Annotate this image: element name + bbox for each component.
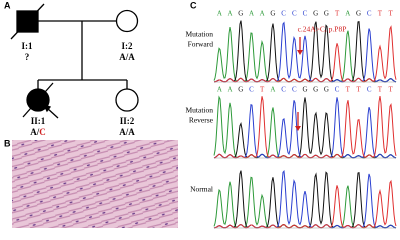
trace-label: Forward <box>188 40 214 49</box>
panel-label: C <box>190 0 197 10</box>
base-call: A <box>217 10 222 18</box>
genotype: ? <box>25 52 30 62</box>
individual-id: II:1 <box>31 116 46 126</box>
base-call: T <box>378 10 383 18</box>
base-call: T <box>335 10 340 18</box>
trace-label: Mutation <box>186 30 214 39</box>
base-call: C <box>335 86 340 94</box>
base-call: T <box>260 86 265 94</box>
individual-id: I:2 <box>122 41 133 51</box>
base-call: G <box>238 10 243 18</box>
genotype: A/A <box>119 52 135 62</box>
base-call: T <box>346 86 351 94</box>
base-call: G <box>356 10 361 18</box>
base-call: C <box>249 86 254 94</box>
base-call: G <box>238 86 243 94</box>
panel-label: B <box>4 138 11 148</box>
pedigree <box>10 3 139 119</box>
base-call: C <box>303 10 308 18</box>
base-call: A <box>249 10 254 18</box>
base-call: C <box>367 10 372 18</box>
base-call: A <box>270 86 275 94</box>
panel-label: A <box>4 0 11 10</box>
genotype: A/C <box>30 127 46 137</box>
base-call: T <box>378 86 383 94</box>
base-call: G <box>324 10 329 18</box>
trace <box>213 25 397 83</box>
trace <box>213 27 397 83</box>
base-call: T <box>389 86 394 94</box>
base-call: A <box>228 10 233 18</box>
base-call: C <box>367 86 372 94</box>
base-call: G <box>302 86 307 94</box>
trace <box>213 170 397 229</box>
arrow-head <box>297 50 303 55</box>
trace <box>213 176 397 229</box>
base-call: C <box>292 86 297 94</box>
base-call: C <box>292 10 297 18</box>
genotype: A/A <box>119 127 135 137</box>
trace <box>213 96 397 159</box>
base-call: A <box>345 10 350 18</box>
histology-image <box>12 140 178 228</box>
base-call: G <box>270 10 275 18</box>
base-call: G <box>313 10 318 18</box>
annotation: c.24A>C, p.P8P <box>298 25 347 34</box>
genotype-part: A/ <box>30 127 39 137</box>
trace-label: Reverse <box>189 116 214 125</box>
arrow-head <box>295 126 301 131</box>
individual-id: I:1 <box>22 41 33 51</box>
base-call: G <box>313 86 318 94</box>
trace-label: Mutation <box>186 106 214 115</box>
genotype-variant: C <box>39 127 46 137</box>
base-call: A <box>228 86 233 94</box>
trace-label: Normal <box>190 185 213 194</box>
figure: A I:1 ? I:2 A/A II:1 A/C II:2 A/A B C Mu… <box>4 0 397 229</box>
base-call: C <box>281 86 286 94</box>
trace <box>213 97 397 159</box>
pedigree-labels: I:1 ? I:2 A/A II:1 A/C II:2 A/A <box>22 41 136 137</box>
base-call: T <box>389 10 394 18</box>
base-call: G <box>324 86 329 94</box>
individual-id: II:2 <box>120 116 135 126</box>
base-call: A <box>260 10 265 18</box>
base-call: A <box>217 86 222 94</box>
base-call: C <box>281 10 286 18</box>
base-call: T <box>356 86 361 94</box>
trace <box>213 179 397 229</box>
